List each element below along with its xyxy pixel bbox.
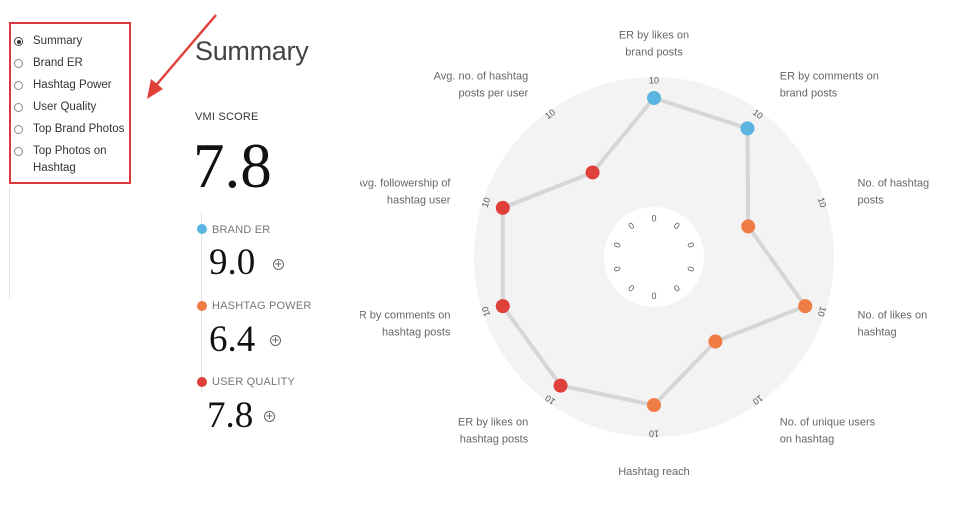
radar-data-point[interactable] <box>647 398 661 413</box>
radar-outer-tick: 10 <box>649 75 659 85</box>
radar-inner-tick: 0 <box>626 283 636 294</box>
nav-item-label: Summary <box>33 35 83 47</box>
nav-item-label: Hashtag Power <box>33 79 112 91</box>
radar-data-point[interactable] <box>740 121 755 136</box>
nav-item-label: Top Brand Photos <box>33 123 125 135</box>
radar-axis-label: ER by likes on brand posts <box>619 30 689 59</box>
brand-er-value: 9.0 <box>209 242 256 283</box>
radar-inner-tick: 0 <box>685 265 696 273</box>
radar-data-point[interactable] <box>647 91 661 105</box>
radar-axis-label: Avg. followership of hashtag user <box>360 177 451 206</box>
radio-icon[interactable] <box>14 81 23 90</box>
user-quality-label: USER QUALITY <box>212 376 296 388</box>
user-quality-dot-icon <box>197 377 207 387</box>
radar-data-point[interactable] <box>495 299 510 314</box>
vmi-score-label: VMI SCORE <box>195 111 259 123</box>
radar-outer-tick: 10 <box>480 305 493 318</box>
nav-item-summary[interactable]: Summary <box>14 33 125 50</box>
vmi-score-value: 7.8 <box>193 131 272 201</box>
brand-er-label: BRAND ER <box>212 224 271 236</box>
radar-axis-label: No. of hashtag posts <box>858 177 930 206</box>
radar-inner-tick: 0 <box>685 241 696 249</box>
radio-icon[interactable] <box>14 103 23 112</box>
nav-item-hashtag-power[interactable]: Hashtag Power <box>14 77 125 94</box>
radar-inner-tick: 0 <box>651 291 656 301</box>
section-nav: Summary Brand ER Hashtag Power User Qual… <box>9 22 131 184</box>
hashtag-power-expand-icon[interactable]: + <box>270 335 281 346</box>
radar-axis-label: No. of likes on hashtag <box>858 310 928 339</box>
radio-selected-icon[interactable] <box>14 37 23 46</box>
brand-er-expand-icon[interactable]: + <box>273 259 284 270</box>
radar-data-point[interactable] <box>741 219 756 234</box>
radar-axis-label: Hashtag reach <box>618 466 690 478</box>
radio-icon[interactable] <box>14 147 23 156</box>
annotation-arrow-icon <box>147 14 217 99</box>
radar-data-point[interactable] <box>798 299 813 314</box>
user-quality-value: 7.8 <box>207 395 254 436</box>
radar-outer-tick: 10 <box>751 393 765 407</box>
user-quality-expand-icon[interactable]: + <box>264 411 275 422</box>
nav-item-label: Top Photos on Hashtag <box>33 145 107 174</box>
radar-outer-tick: 10 <box>816 196 829 209</box>
radar-data-point[interactable] <box>553 378 568 393</box>
radar-center-hole <box>604 207 704 307</box>
radar-outer-tick: 10 <box>543 393 557 407</box>
radar-data-point[interactable] <box>495 200 510 215</box>
radar-outer-tick: 10 <box>649 429 659 439</box>
nav-item-user-quality[interactable]: User Quality <box>14 99 125 116</box>
radar-data-point[interactable] <box>708 334 723 349</box>
radar-inner-tick: 0 <box>672 283 682 294</box>
hashtag-power-value: 6.4 <box>209 319 256 360</box>
radar-data-point[interactable] <box>585 165 600 180</box>
radar-outer-tick: 10 <box>751 107 765 121</box>
radar-inner-tick: 0 <box>672 220 682 231</box>
radar-axis-label: ER by likes on hashtag posts <box>458 417 529 446</box>
nav-item-label: User Quality <box>33 101 97 113</box>
radar-axis-label: No. of unique users on hashtag <box>780 417 876 446</box>
radar-outer-tick: 10 <box>816 305 829 318</box>
nav-item-top-brand-photos[interactable]: Top Brand Photos <box>14 121 125 138</box>
divider <box>9 186 10 298</box>
radar-axis-label: Avg. no. of hashtag posts per user <box>434 70 529 99</box>
nav-item-brand-er[interactable]: Brand ER <box>14 55 125 72</box>
nav-item-label: Brand ER <box>33 57 83 69</box>
brand-er-dot-icon <box>197 224 207 234</box>
page-title: Summary <box>195 36 309 66</box>
hashtag-power-label: HASHTAG POWER <box>212 300 312 312</box>
radio-icon[interactable] <box>14 125 23 134</box>
radio-icon[interactable] <box>14 59 23 68</box>
radar-chart: 0 10 0 10 0 10 0 10 0 10 0 10 0 10 0 10 0 10 0 10 ER by lik… <box>360 30 930 479</box>
radar-inner-tick: 0 <box>612 241 623 249</box>
radar-inner-tick: 0 <box>626 220 636 231</box>
nav-item-top-photos-on-hashtag[interactable]: Top Photos on Hashtag <box>14 143 125 177</box>
radar-axis-label: ER by comments on hashtag posts <box>360 310 451 339</box>
radar-inner-tick: 0 <box>612 265 623 273</box>
radar-axis-label: ER by comments on brand posts <box>780 70 879 99</box>
radar-outer-tick: 10 <box>480 196 493 209</box>
radar-inner-tick: 0 <box>651 213 656 223</box>
radar-outer-tick: 10 <box>543 107 557 121</box>
hashtag-power-dot-icon <box>197 301 207 311</box>
